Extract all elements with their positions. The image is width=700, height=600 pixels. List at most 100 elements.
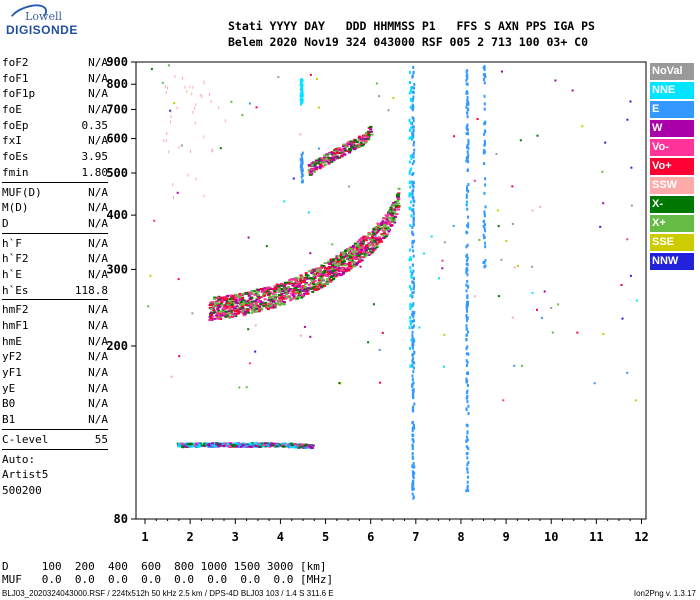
echo-point — [366, 138, 370, 141]
echo-point — [321, 265, 325, 267]
echo-point — [502, 399, 505, 402]
echo-point — [355, 263, 359, 266]
echo-point — [201, 444, 205, 447]
echo-point — [340, 263, 344, 266]
echo-point — [313, 279, 317, 282]
echo-point — [325, 280, 329, 283]
echo-point — [301, 294, 304, 297]
echo-point — [465, 262, 468, 266]
echo-point — [363, 137, 367, 140]
echo-point — [391, 217, 395, 220]
echo-point — [483, 210, 486, 214]
echo-point — [350, 266, 354, 268]
echo-point — [409, 303, 412, 307]
echo-point — [357, 257, 361, 260]
echo-point — [267, 286, 271, 289]
echo-point — [371, 244, 375, 247]
echo-point — [280, 442, 284, 445]
echo-point — [466, 400, 469, 404]
echo-point — [353, 249, 357, 252]
echo-point — [356, 143, 360, 146]
param-row-hmf2: hmF2 N/A — [2, 302, 108, 318]
echo-point — [412, 495, 415, 499]
param-row-b1: B1 N/A — [2, 412, 108, 428]
echo-point — [343, 255, 347, 258]
echo-point — [280, 282, 284, 285]
echo-point — [283, 445, 287, 448]
echo-point — [320, 157, 324, 160]
param-name: MUF(D) — [2, 185, 42, 199]
echo-point — [295, 296, 299, 299]
echo-point — [411, 429, 414, 433]
echo-point — [215, 443, 219, 446]
param-name: yF1 — [2, 366, 22, 380]
echo-point — [349, 267, 353, 270]
echo-point — [466, 91, 469, 95]
echo-point — [257, 301, 261, 303]
echo-point — [473, 179, 476, 182]
echo-point — [217, 302, 220, 305]
echo-point — [483, 191, 486, 195]
echo-point — [251, 309, 254, 312]
echo-point — [467, 108, 470, 112]
echo-point — [411, 457, 414, 460]
y-tick-label: 300 — [106, 262, 128, 276]
param-name: foF2 — [2, 56, 29, 69]
echo-point — [371, 235, 374, 238]
echo-point — [163, 139, 165, 143]
echo-point — [500, 258, 503, 261]
echo-point — [358, 145, 362, 148]
echo-point — [359, 244, 363, 247]
echo-point — [194, 106, 196, 110]
echo-point — [283, 294, 286, 297]
echo-point — [297, 277, 301, 280]
echo-point — [411, 184, 414, 187]
echo-point — [571, 89, 574, 92]
echo-point — [409, 128, 411, 132]
echo-point — [335, 157, 339, 160]
x-tick-label: 12 — [634, 530, 648, 544]
echo-point — [360, 144, 364, 147]
x-tick-label: 6 — [367, 530, 374, 544]
echo-point — [292, 297, 296, 300]
echo-point — [465, 195, 468, 199]
echo-point — [211, 148, 213, 152]
echo-point — [298, 289, 302, 291]
echo-point — [465, 105, 468, 109]
echo-point — [232, 444, 236, 447]
echo-point — [339, 273, 343, 276]
echo-point — [233, 312, 237, 315]
echo-point — [228, 298, 232, 301]
echo-point — [201, 443, 205, 446]
echo-point — [376, 229, 380, 232]
echo-point — [315, 269, 319, 272]
echo-point — [301, 156, 304, 160]
echo-point — [312, 283, 316, 286]
echo-point — [282, 297, 286, 300]
echo-point — [385, 220, 389, 223]
echo-point — [343, 264, 347, 267]
echo-point — [412, 135, 415, 139]
echo-point — [356, 244, 360, 247]
echo-point — [176, 106, 178, 110]
echo-point — [410, 276, 413, 279]
echo-point — [531, 209, 534, 212]
echo-point — [483, 148, 486, 152]
echo-point — [304, 444, 308, 447]
echo-point — [368, 248, 372, 251]
echo-point — [272, 291, 276, 294]
echo-point — [355, 141, 359, 143]
param-name: hmE — [2, 334, 22, 348]
echo-point — [368, 244, 372, 247]
echo-point — [228, 444, 231, 447]
echo-point — [289, 281, 293, 283]
echo-point — [351, 146, 354, 149]
echo-point — [362, 135, 366, 138]
echo-point — [411, 384, 414, 388]
echo-point — [380, 222, 384, 225]
echo-point — [323, 161, 327, 164]
echo-point — [412, 440, 415, 444]
echo-point — [350, 257, 354, 260]
echo-point — [315, 168, 318, 171]
echo-point — [286, 291, 290, 294]
